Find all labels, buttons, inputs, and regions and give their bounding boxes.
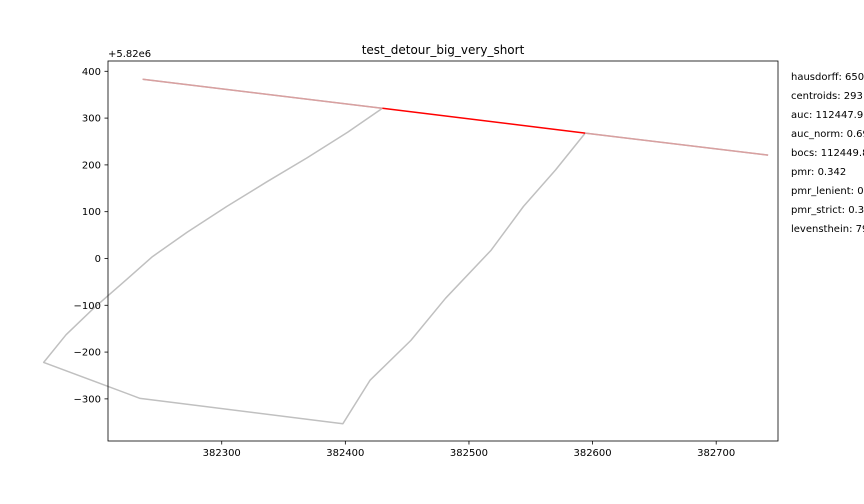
x-tick-label-0: 382300	[203, 448, 241, 459]
y-tick-label-1: 300	[82, 114, 101, 125]
chart-title: test_detour_big_very_short	[362, 43, 525, 57]
x-tick-label-4: 382700	[697, 448, 735, 459]
metric-item: pmr: 0.342	[791, 167, 846, 178]
metric-item: auc: 112447.9	[791, 110, 863, 121]
metrics-panel: hausdorff: 650 centroids: 293 auc: 112447.…	[791, 72, 864, 235]
y-tick-label-2: 200	[82, 160, 101, 171]
y-tick-label-7: −300	[74, 394, 101, 405]
x-tick-label-1: 382400	[326, 448, 364, 459]
y-axis: 400 300 200 100 0 −100 −200 −300	[74, 67, 108, 405]
metric-item: hausdorff: 650	[791, 72, 864, 83]
metric-item: bocs: 112449.8	[791, 148, 864, 159]
y-tick-label-6: −200	[74, 348, 101, 359]
y-tick-label-3: 100	[82, 207, 101, 218]
series-line-1	[382, 107, 586, 134]
y-offset-label: +5.82e6	[108, 49, 151, 60]
x-tick-label-2: 382500	[450, 448, 488, 459]
metric-item: centroids: 293	[791, 91, 863, 102]
metric-item: pmr_strict: 0.3	[791, 205, 864, 216]
series-line-3	[585, 132, 769, 156]
y-tick-label-4: 0	[95, 254, 101, 265]
plot-frame	[107, 60, 779, 442]
metric-item: auc_norm: 0.69	[791, 129, 864, 140]
metric-item: levensthein: 79	[791, 224, 864, 235]
y-tick-label-0: 400	[82, 67, 101, 78]
x-tick-label-3: 382600	[573, 448, 611, 459]
plot-lines	[42, 78, 769, 425]
series-line-0	[42, 78, 769, 425]
y-tick-label-5: −100	[74, 301, 101, 312]
x-axis: 382300 382400 382500 382600 382700	[203, 441, 735, 459]
metric-item: pmr_lenient: 0	[791, 186, 864, 197]
series-line-2	[142, 78, 383, 110]
